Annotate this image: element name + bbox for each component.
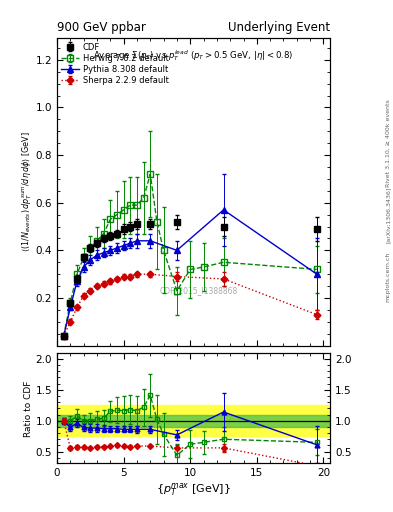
Y-axis label: Ratio to CDF: Ratio to CDF xyxy=(24,380,33,437)
Legend: CDF, Herwig 7.0.2 default, Pythia 8.308 default, Sherpa 2.2.9 default: CDF, Herwig 7.0.2 default, Pythia 8.308 … xyxy=(59,41,170,87)
Text: Underlying Event: Underlying Event xyxy=(228,22,330,34)
Text: Average $\Sigma(p_T)$ vs $p_T^{lead}$ ($p_T > 0.5$ GeV, $|\eta| < 0.8$): Average $\Sigma(p_T)$ vs $p_T^{lead}$ ($… xyxy=(94,48,294,62)
Y-axis label: $\langle(1/N_{events})\, dp_T^{sum}/d\eta\, d\phi\rangle$ [GeV]: $\langle(1/N_{events})\, dp_T^{sum}/d\et… xyxy=(20,132,34,252)
Text: CDF_2015_I1388868: CDF_2015_I1388868 xyxy=(160,286,238,295)
Text: 900 GeV ppbar: 900 GeV ppbar xyxy=(57,22,146,34)
Text: Rivet 3.1.10, ≥ 400k events: Rivet 3.1.10, ≥ 400k events xyxy=(386,99,391,187)
X-axis label: $\{p_T^{max}$ [GeV]$\}$: $\{p_T^{max}$ [GeV]$\}$ xyxy=(156,481,231,498)
Text: [arXiv:1306.3436]: [arXiv:1306.3436] xyxy=(386,187,391,243)
Text: mcplots.cern.ch: mcplots.cern.ch xyxy=(386,251,391,302)
